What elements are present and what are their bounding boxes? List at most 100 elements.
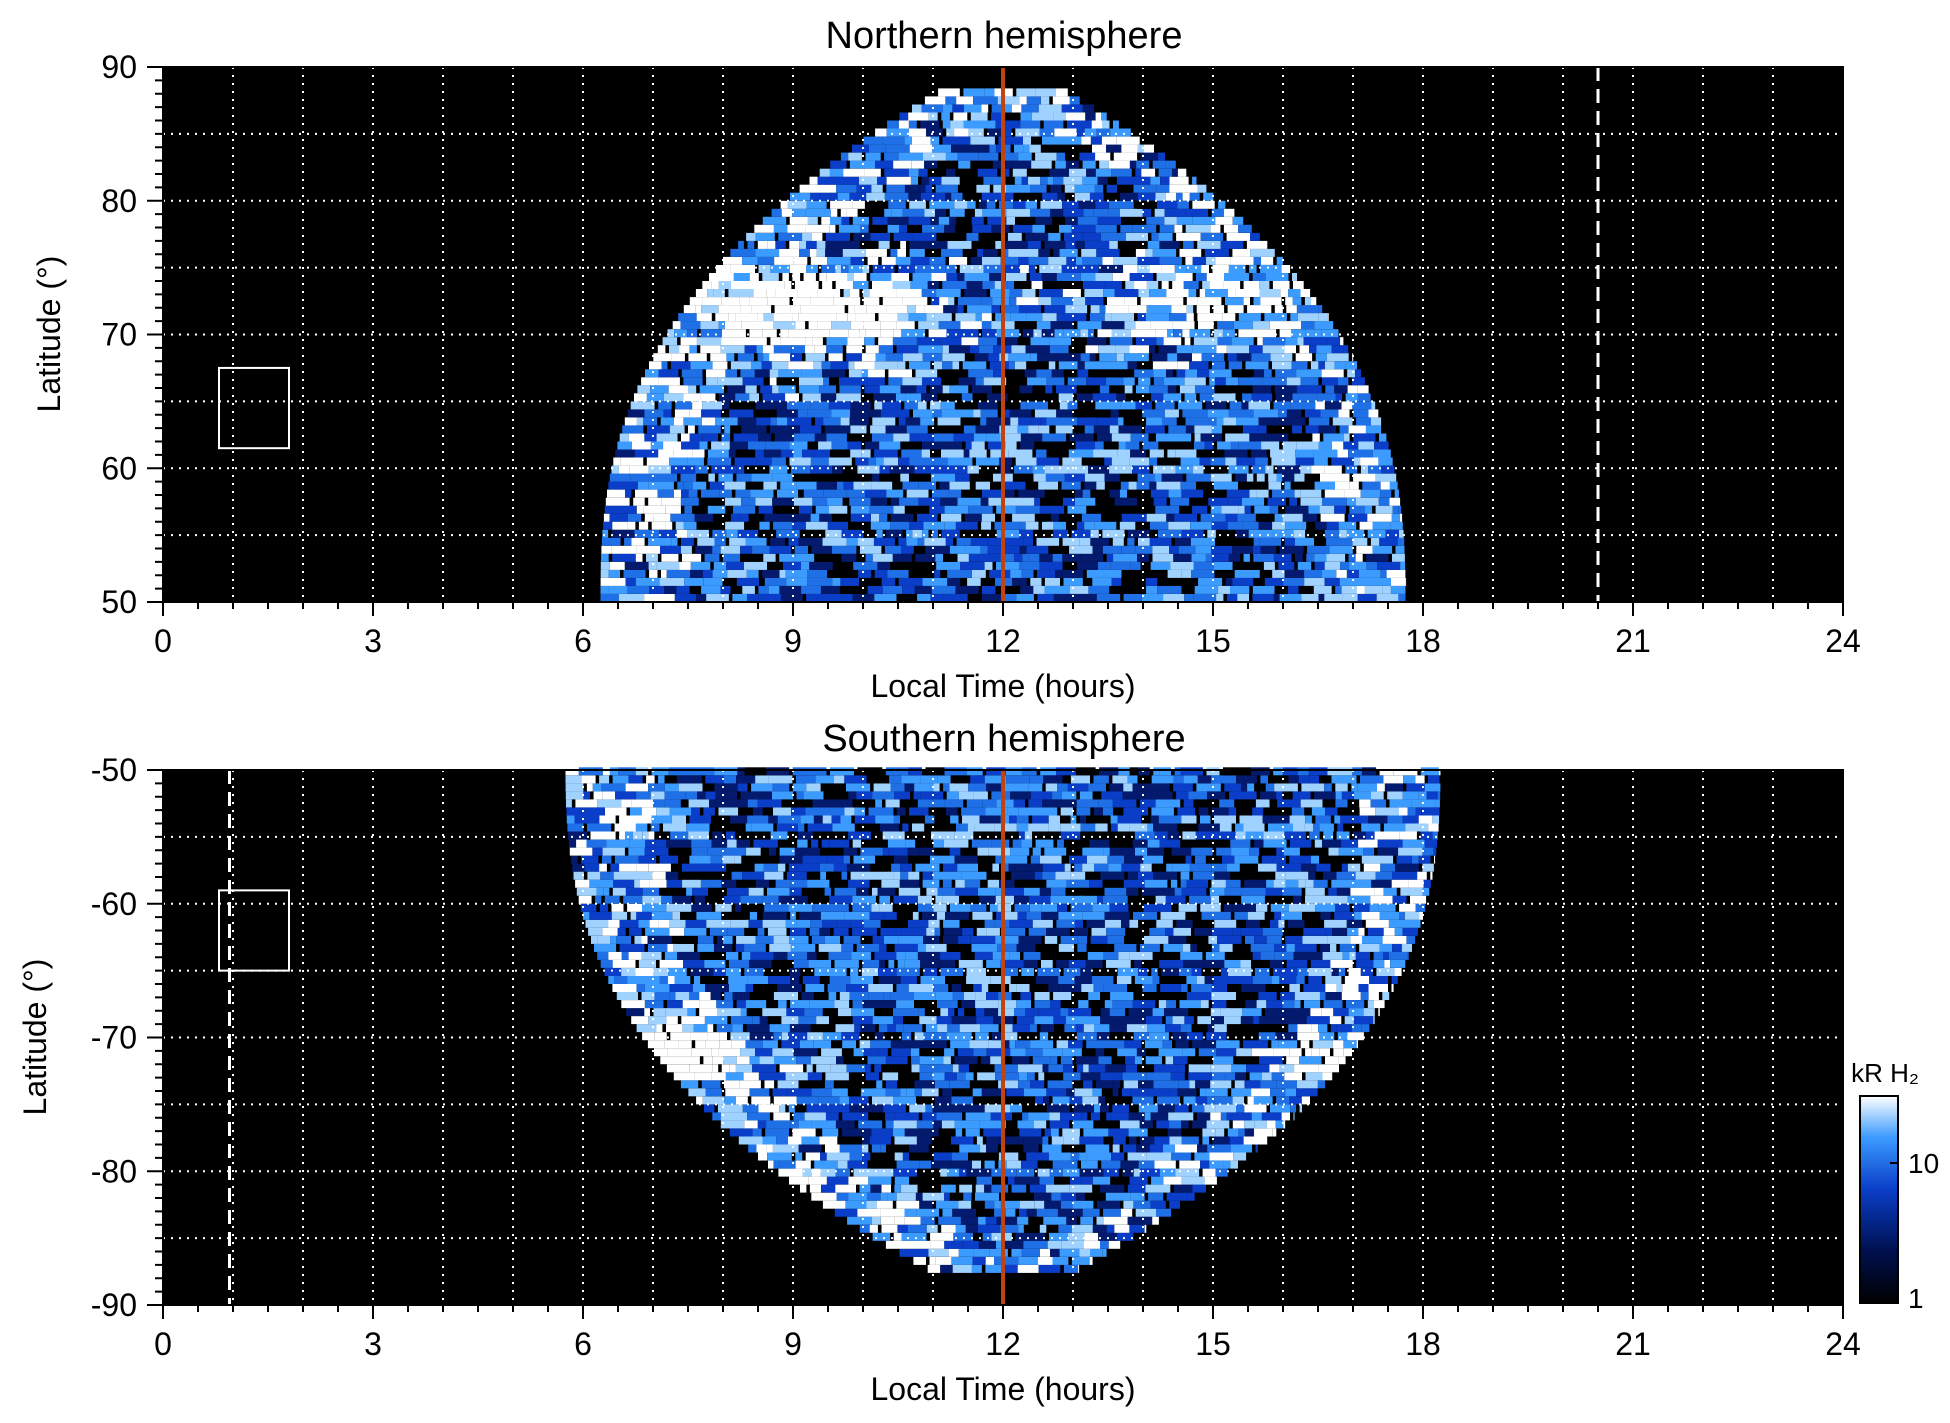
southern-emission-cell bbox=[645, 839, 667, 848]
northern-emission-cell bbox=[1158, 297, 1184, 306]
southern-emission-cell bbox=[1160, 984, 1182, 992]
northern-emission-cell bbox=[1072, 594, 1097, 602]
northern-emission-cell bbox=[1002, 537, 1024, 546]
northern-emission-cell bbox=[763, 313, 774, 322]
northern-emission-cell bbox=[1322, 569, 1337, 578]
southern-emission-cell bbox=[1280, 807, 1292, 816]
northern-emission-cell bbox=[852, 144, 869, 153]
northern-emission-cell bbox=[899, 112, 909, 121]
northern-emission-cell bbox=[696, 594, 707, 602]
northern-emission-cell bbox=[957, 152, 979, 161]
southern-emission-cell bbox=[962, 927, 974, 936]
northern-emission-cell bbox=[1266, 425, 1276, 434]
southern-emission-cell bbox=[634, 935, 642, 944]
northern-emission-cell bbox=[973, 96, 998, 105]
northern-emission-cell bbox=[1056, 273, 1081, 281]
northern-emission-cell bbox=[1104, 313, 1112, 322]
southern-emission-cell bbox=[726, 831, 736, 840]
southern-emission-cell bbox=[1291, 807, 1305, 816]
northern-emission-cell bbox=[681, 433, 690, 442]
southern-emission-cell bbox=[911, 1064, 920, 1073]
northern-emission-cell bbox=[1025, 232, 1049, 241]
southern-emission-cell bbox=[1264, 911, 1271, 920]
southern-emission-cell bbox=[935, 1080, 950, 1089]
southern-emission-cell bbox=[856, 943, 880, 952]
southern-emission-cell bbox=[788, 1144, 799, 1153]
northern-emission-cell bbox=[1069, 96, 1080, 105]
northern-emission-cell bbox=[769, 545, 792, 554]
southern-emission-cell bbox=[583, 791, 590, 800]
southern-emission-cell bbox=[1036, 976, 1059, 984]
southern-emission-cell bbox=[621, 984, 637, 992]
northern-emission-cell bbox=[1235, 393, 1243, 402]
southern-emission-cell bbox=[790, 1120, 799, 1129]
northern-emission-cell bbox=[789, 425, 800, 434]
northern-emission-cell bbox=[1073, 297, 1086, 306]
northern-emission-cell bbox=[898, 577, 923, 586]
southern-emission-cell bbox=[920, 1216, 935, 1225]
northern-emission-cell bbox=[1159, 224, 1175, 233]
northern-emission-cell bbox=[1150, 561, 1171, 570]
northern-emission-cell bbox=[1160, 176, 1170, 185]
northern-emission-cell bbox=[872, 409, 881, 418]
southern-emission-cell bbox=[627, 903, 643, 912]
northern-emission-cell bbox=[802, 232, 812, 241]
northern-emission-cell bbox=[953, 112, 968, 121]
northern-emission-cell bbox=[1130, 433, 1149, 442]
northern-emission-cell bbox=[671, 537, 678, 546]
northern-emission-cell bbox=[980, 417, 987, 426]
southern-emission-cell bbox=[707, 1024, 714, 1033]
southern-emission-cell bbox=[727, 887, 749, 896]
northern-emission-cell bbox=[773, 224, 788, 233]
southern-emission-cell bbox=[1014, 1008, 1026, 1017]
x-tick-label: 3 bbox=[364, 623, 382, 659]
northern-emission-cell bbox=[1398, 505, 1402, 514]
southern-emission-cell bbox=[1212, 927, 1233, 936]
northern-emission-cell bbox=[758, 594, 781, 602]
northern-emission-cell bbox=[837, 481, 844, 490]
northern-emission-cell bbox=[1038, 104, 1062, 113]
southern-emission-cell bbox=[721, 879, 737, 888]
southern-emission-cell bbox=[828, 992, 837, 1000]
southern-emission-cell bbox=[757, 799, 782, 808]
northern-emission-cell bbox=[740, 305, 752, 314]
southern-emission-cell bbox=[758, 1104, 779, 1113]
southern-emission-cell bbox=[860, 1024, 876, 1033]
northern-emission-cell bbox=[1091, 369, 1115, 378]
northern-emission-cell bbox=[769, 377, 777, 386]
northern-emission-cell bbox=[1271, 457, 1296, 466]
northern-emission-cell bbox=[949, 481, 970, 490]
northern-emission-cell bbox=[1279, 594, 1302, 602]
southern-emission-cell bbox=[1211, 879, 1226, 888]
northern-emission-cell bbox=[1377, 561, 1401, 570]
southern-emission-cell bbox=[1308, 968, 1332, 976]
southern-emission-cell bbox=[949, 847, 961, 856]
northern-emission-cell bbox=[736, 577, 760, 586]
southern-emission-cell bbox=[730, 919, 749, 928]
southern-emission-cell bbox=[1113, 807, 1120, 816]
southern-emission-cell bbox=[705, 895, 724, 904]
southern-emission-cell bbox=[1114, 943, 1137, 952]
southern-emission-cell bbox=[1085, 1192, 1103, 1201]
northern-emission-cell bbox=[1217, 337, 1232, 346]
southern-emission-cell bbox=[1232, 1096, 1244, 1105]
northern-emission-cell bbox=[1138, 537, 1150, 546]
northern-emission-cell bbox=[1039, 265, 1062, 273]
northern-emission-cell bbox=[939, 297, 949, 306]
northern-emission-cell bbox=[900, 441, 919, 450]
northern-emission-cell bbox=[1044, 305, 1066, 314]
southern-emission-cell bbox=[1319, 1032, 1335, 1041]
northern-emission-cell bbox=[1044, 465, 1069, 474]
southern-emission-cell bbox=[998, 1008, 1014, 1017]
northern-emission-cell bbox=[1261, 321, 1270, 330]
southern-emission-cell bbox=[663, 823, 687, 832]
northern-emission-cell bbox=[1255, 513, 1275, 522]
southern-emission-cell bbox=[1324, 919, 1347, 928]
northern-emission-cell bbox=[879, 513, 888, 522]
southern-emission-cell bbox=[833, 799, 842, 808]
southern-emission-cell bbox=[1254, 1128, 1273, 1137]
southern-emission-cell bbox=[825, 1112, 839, 1121]
northern-emission-cell bbox=[1216, 417, 1224, 426]
northern-emission-cell bbox=[1372, 521, 1391, 530]
southern-emission-cell bbox=[1060, 1200, 1073, 1209]
